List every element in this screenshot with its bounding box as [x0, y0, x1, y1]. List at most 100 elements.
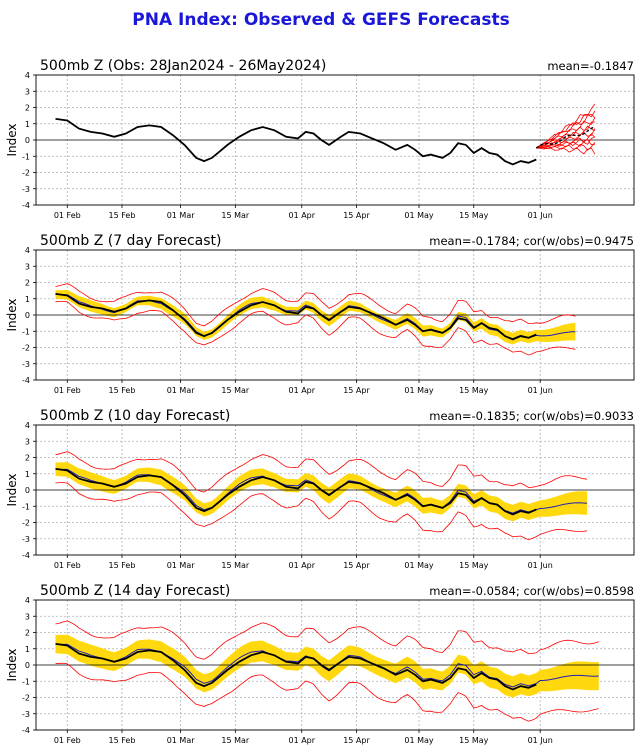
observed-line: [55, 293, 537, 341]
forecast-member-line: [536, 139, 595, 149]
x-tick-label: 15 Feb: [109, 736, 136, 745]
panel-4: 500mb Z (14 day Forecast) mean=-0.0584; c…: [5, 583, 635, 745]
y-tick-label: -4: [22, 201, 30, 210]
y-tick-label: 3: [25, 437, 30, 446]
y-axis-label: Index: [5, 123, 19, 156]
y-tick-label: 0: [25, 661, 30, 670]
panel-frame: [35, 74, 635, 206]
y-tick-label: 1: [25, 470, 30, 479]
y-tick-label: 1: [25, 120, 30, 129]
spread-band: [55, 462, 588, 522]
y-tick-label: -4: [22, 726, 30, 735]
x-tick-label: 01 Mar: [167, 736, 196, 745]
x-tick-label: 01 May: [404, 386, 434, 395]
x-tick-label: 01 May: [404, 561, 434, 570]
spread-band: [55, 634, 599, 698]
y-tick-label: -2: [22, 344, 30, 353]
x-tick-label: 15 Feb: [109, 561, 136, 570]
ensemble-min-line: [55, 482, 588, 541]
x-tick-label: 15 Mar: [221, 561, 250, 570]
y-tick-label: 2: [25, 629, 30, 638]
panel-3: 500mb Z (10 day Forecast) mean=-0.1835; c…: [5, 408, 635, 570]
x-tick-label: 01 Jun: [528, 561, 553, 570]
panel-title: 500mb Z (14 day Forecast): [40, 583, 230, 599]
x-tick-label: 01 Apr: [288, 211, 315, 220]
x-tick-label: 01 Feb: [54, 386, 81, 395]
x-tick-label: 15 May: [459, 736, 489, 745]
plot-area: [36, 620, 634, 722]
plot-area: [36, 103, 634, 166]
y-tick-label: -1: [22, 502, 30, 511]
panel-stat: mean=-0.1847: [547, 59, 634, 73]
y-tick-label: -3: [22, 710, 30, 719]
x-tick-label: 01 Feb: [54, 736, 81, 745]
ensemble-mean-line: [55, 643, 599, 688]
x-tick-label: 15 Mar: [221, 386, 250, 395]
y-axis-label: Index: [5, 648, 19, 681]
panel-title: 500mb Z (10 day Forecast): [40, 408, 230, 424]
y-tick-label: -1: [22, 152, 30, 161]
forecast-member-line: [536, 147, 596, 155]
ensemble-min-line: [55, 301, 576, 356]
y-tick-label: 1: [25, 645, 30, 654]
y-tick-label: 2: [25, 279, 30, 288]
panel-1: 500mb Z (Obs: 28Jan2024 - 26May2024) mean…: [5, 58, 635, 220]
ensemble-min-line: [55, 662, 599, 722]
y-tick-label: 4: [25, 421, 30, 430]
plot-area: [36, 451, 634, 541]
y-tick-label: 0: [25, 486, 30, 495]
y-tick-label: 3: [25, 612, 30, 621]
y-axis-label: Index: [5, 298, 19, 331]
x-tick-label: 01 Mar: [167, 386, 196, 395]
y-tick-label: 4: [25, 71, 30, 80]
x-tick-label: 01 Feb: [54, 211, 81, 220]
y-tick-label: 0: [25, 136, 30, 145]
panel-title: 500mb Z (Obs: 28Jan2024 - 26May2024): [40, 58, 326, 74]
y-tick-label: -4: [22, 376, 30, 385]
x-tick-label: 01 May: [404, 211, 434, 220]
panel-frame: [35, 424, 635, 556]
y-tick-label: -2: [22, 169, 30, 178]
observed-line: [55, 643, 537, 691]
panel-title: 500mb Z (7 day Forecast): [40, 233, 221, 249]
y-tick-label: 4: [25, 246, 30, 255]
y-tick-label: 3: [25, 87, 30, 96]
y-tick-label: -1: [22, 677, 30, 686]
observed-line: [55, 468, 537, 516]
y-tick-label: -2: [22, 519, 30, 528]
x-tick-label: 15 Feb: [109, 211, 136, 220]
x-tick-label: 15 May: [459, 211, 489, 220]
x-tick-label: 15 Apr: [343, 211, 370, 220]
x-tick-label: 01 Mar: [167, 211, 196, 220]
x-tick-label: 15 Mar: [221, 736, 250, 745]
x-tick-label: 01 Feb: [54, 561, 81, 570]
x-tick-label: 01 May: [404, 736, 434, 745]
panel-stat: mean=-0.1784; cor(w/obs)=0.9475: [429, 234, 634, 248]
y-tick-label: -3: [22, 535, 30, 544]
x-tick-label: 15 Mar: [221, 211, 250, 220]
y-tick-label: -3: [22, 185, 30, 194]
panel-stat: mean=-0.1835; cor(w/obs)=0.9033: [429, 409, 634, 423]
forecast-member-line: [536, 103, 596, 149]
forecast-member-line: [536, 136, 596, 149]
y-axis-label: Index: [5, 473, 19, 506]
forecast-member-line: [536, 110, 596, 149]
x-tick-label: 01 Mar: [167, 561, 196, 570]
x-tick-label: 15 May: [459, 561, 489, 570]
x-tick-label: 01 Jun: [528, 386, 553, 395]
y-tick-label: -1: [22, 327, 30, 336]
y-tick-label: 1: [25, 295, 30, 304]
panel-stat: mean=-0.0584; cor(w/obs)=0.8598: [429, 584, 634, 598]
panel-2: 500mb Z (7 day Forecast) mean=-0.1784; co…: [5, 233, 635, 395]
plot-area: [36, 283, 634, 356]
y-tick-label: 2: [25, 104, 30, 113]
x-tick-label: 01 Jun: [528, 211, 553, 220]
panel-frame: [35, 599, 635, 731]
y-tick-label: 0: [25, 311, 30, 320]
x-tick-label: 01 Apr: [288, 386, 315, 395]
x-tick-label: 15 Apr: [343, 561, 370, 570]
x-tick-label: 01 Jun: [528, 736, 553, 745]
ensemble-max-line: [55, 283, 576, 327]
